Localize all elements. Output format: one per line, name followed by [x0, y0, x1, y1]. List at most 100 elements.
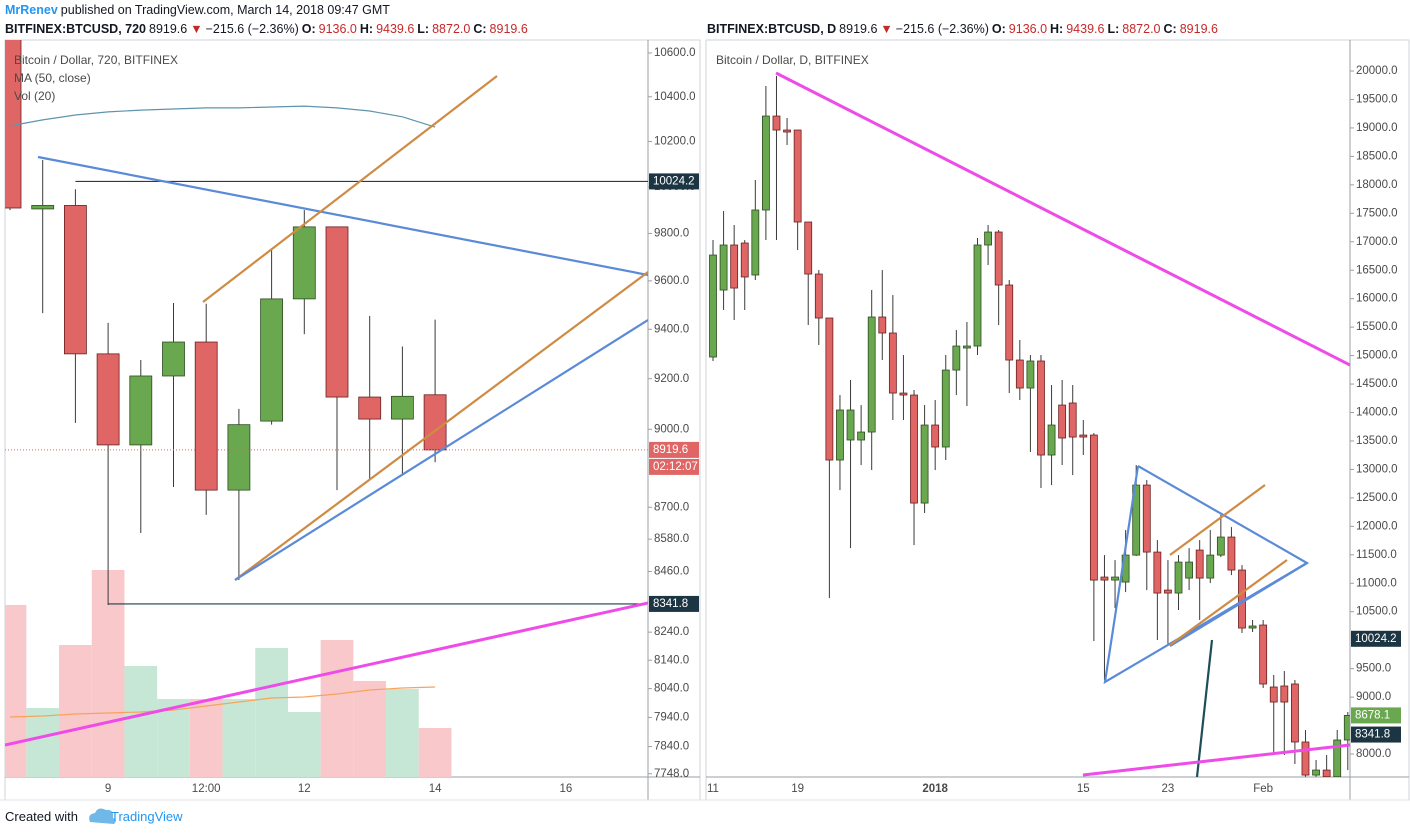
change: −215.6 (−2.36%) [205, 22, 299, 36]
y-tick-label: 8580.0 [654, 533, 689, 545]
y-tick-label: 10200.0 [654, 135, 696, 147]
trend-line [775, 71, 1350, 367]
y-tick-label: 17500.0 [1356, 207, 1398, 219]
y-tick-label: 8140.0 [654, 654, 689, 666]
candle-body [129, 375, 153, 446]
y-tick-label: 19500.0 [1356, 94, 1398, 106]
y-tick-label: 14500.0 [1356, 378, 1398, 390]
volume-bar [255, 648, 288, 777]
candle-body [358, 396, 382, 420]
candle-body [1259, 624, 1268, 685]
candle-body [709, 254, 717, 358]
ohlc-value: 8872.0 [432, 22, 471, 36]
y-tick-label: 8700.0 [654, 501, 689, 513]
candle-body [740, 242, 749, 278]
pane-frame [705, 39, 1410, 801]
candle-body [730, 244, 739, 289]
symbol: BITFINEX:BTCUSD, 720 [5, 22, 146, 36]
candle-body [1111, 576, 1119, 581]
candle-body [762, 115, 770, 211]
last-close-label-box [1351, 707, 1401, 724]
candle-body [1089, 434, 1098, 581]
candle-body [1174, 561, 1183, 594]
symbol: BITFINEX:BTCUSD, D [707, 22, 837, 36]
y-tick-label: 7748.0 [654, 768, 689, 780]
candle-body [825, 317, 834, 461]
legend: Bitcoin / Dollar, 720, BITFINEX MA (50, … [14, 51, 178, 105]
brand[interactable]: TradingView [110, 809, 183, 824]
price-line-label-box [1351, 726, 1401, 743]
y-tick-label: 9400.0 [654, 323, 689, 335]
candle-body [390, 395, 414, 420]
volume-bar [189, 699, 223, 777]
price-line-label-box [649, 595, 699, 612]
last-price-label-box [649, 441, 699, 458]
candle-body [857, 431, 866, 441]
candle-body [1301, 741, 1310, 776]
ohlc-key: H: [1050, 22, 1064, 36]
x-tick-label: 14 [429, 783, 442, 795]
price-line-label: 8341.8 [653, 598, 688, 610]
trend-line [1082, 743, 1350, 777]
candle-body [1280, 685, 1289, 703]
y-tick-label: 18500.0 [1356, 150, 1398, 162]
price-line-label: 8341.8 [1355, 729, 1390, 741]
candle-body [325, 226, 349, 398]
candle-body [984, 231, 992, 246]
trend-line [234, 271, 648, 581]
y-tick-label: 8460.0 [654, 566, 689, 578]
candle-body [994, 231, 1003, 286]
candle-body [783, 129, 791, 133]
candle-body [227, 424, 251, 491]
footer: Created with TradingView [5, 809, 186, 824]
ohlc-value: 9136.0 [1008, 22, 1048, 36]
candle-body [719, 244, 728, 291]
candle-body [5, 40, 22, 209]
x-tick-label: 9 [105, 783, 111, 795]
candle-body [1079, 434, 1088, 438]
candle-body [1037, 360, 1045, 456]
candle-body [846, 409, 855, 441]
candle-body [1312, 769, 1320, 776]
candle-body [1322, 769, 1331, 777]
y-tick-label: 15000.0 [1356, 350, 1398, 362]
countdown: 02:12:07 [653, 461, 698, 473]
candle-body [1185, 561, 1193, 579]
y-tick-label: 16000.0 [1356, 293, 1398, 305]
published: published on TradingView.com, March 14, … [60, 3, 390, 17]
candle-body [878, 316, 887, 334]
y-tick-label: 12000.0 [1356, 520, 1398, 532]
candle-body [1248, 625, 1257, 629]
candle-body [1216, 536, 1225, 556]
candle-body [1343, 715, 1350, 741]
countdown-box [649, 458, 699, 475]
candle-body [963, 345, 971, 349]
legend: Bitcoin / Dollar, D, BITFINEX [716, 51, 869, 69]
candle-body [836, 409, 844, 461]
candle-body [31, 205, 55, 210]
ohlc-key: L: [1107, 22, 1120, 36]
y-tick-label: 13500.0 [1356, 435, 1398, 447]
y-tick-label: 9200.0 [654, 373, 689, 385]
trend-line [202, 75, 498, 303]
trend-line [37, 155, 648, 277]
y-tick-label: 14000.0 [1356, 407, 1398, 419]
y-tick-label: 9800.0 [654, 227, 689, 239]
y-tick-label: 13000.0 [1356, 463, 1398, 475]
candle-body [952, 345, 961, 371]
candle-body [260, 298, 284, 422]
candle-body [1153, 551, 1162, 594]
candle-body [910, 394, 918, 504]
y-tick-label: 7840.0 [654, 741, 689, 753]
ohlc-value: 8919.6 [489, 22, 528, 36]
candle-body [751, 209, 760, 276]
author[interactable]: MrRenev [5, 3, 58, 17]
price-line-label-box [1351, 630, 1401, 647]
arrow: ▼ [880, 22, 893, 36]
ohlc-value: 9136.0 [318, 22, 357, 36]
volume-ma-line [9, 686, 436, 718]
candle-body [1026, 360, 1035, 389]
candle-body [162, 341, 185, 377]
candle-body [1100, 576, 1109, 581]
